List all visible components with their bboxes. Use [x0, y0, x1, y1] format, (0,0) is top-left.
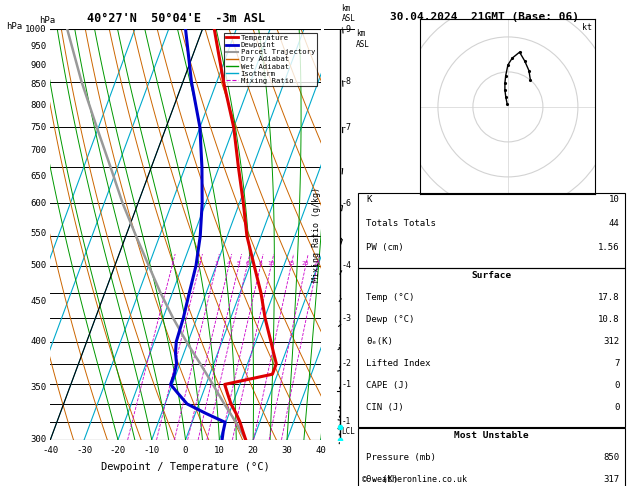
Text: Lifted Index: Lifted Index: [366, 359, 431, 368]
Text: Totals Totals: Totals Totals: [366, 219, 436, 228]
Text: hPa: hPa: [6, 22, 23, 31]
Text: 15: 15: [287, 260, 295, 265]
Text: 0: 0: [614, 381, 620, 390]
Text: km
ASL: km ASL: [342, 3, 355, 23]
Text: -1: -1: [342, 380, 352, 389]
Text: CAPE (J): CAPE (J): [366, 381, 409, 390]
Text: 650: 650: [30, 172, 47, 181]
Text: Surface: Surface: [472, 271, 511, 280]
Text: 40: 40: [315, 446, 326, 455]
Text: -9: -9: [342, 25, 352, 34]
Text: 10: 10: [267, 260, 275, 265]
Text: 900: 900: [30, 61, 47, 69]
Text: CIN (J): CIN (J): [366, 403, 404, 412]
Text: 1: 1: [170, 260, 174, 265]
Text: 10.8: 10.8: [598, 315, 620, 324]
Text: 1000: 1000: [25, 25, 47, 34]
Text: 0: 0: [614, 403, 620, 412]
Text: kt: kt: [582, 23, 592, 32]
Text: 5: 5: [237, 260, 241, 265]
Text: -4: -4: [342, 261, 352, 270]
Text: 317: 317: [603, 475, 620, 484]
Text: 2: 2: [198, 260, 201, 265]
Text: 6: 6: [245, 260, 249, 265]
Text: 30.04.2024  21GMT (Base: 06): 30.04.2024 21GMT (Base: 06): [390, 12, 579, 22]
Text: 25: 25: [313, 260, 321, 265]
Text: km
ASL: km ASL: [356, 29, 370, 49]
Text: PW (cm): PW (cm): [366, 243, 404, 252]
Text: 10: 10: [214, 446, 225, 455]
Text: 450: 450: [30, 297, 47, 306]
Text: -7: -7: [342, 123, 352, 132]
Text: 550: 550: [30, 228, 47, 238]
Text: θₑ (K): θₑ (K): [366, 475, 399, 484]
Text: 400: 400: [30, 337, 47, 346]
Text: -3: -3: [342, 313, 352, 323]
Text: 40°27'N  50°04'E  -3m ASL: 40°27'N 50°04'E -3m ASL: [87, 12, 265, 25]
Text: 850: 850: [603, 453, 620, 462]
Text: Pressure (mb): Pressure (mb): [366, 453, 436, 462]
Text: 850: 850: [30, 80, 47, 89]
Bar: [358, 428, 625, 486]
Text: θₑ(K): θₑ(K): [366, 337, 393, 346]
Text: -20: -20: [110, 446, 126, 455]
Legend: Temperature, Dewpoint, Parcel Trajectory, Dry Adiabat, Wet Adiabat, Isotherm, Mi: Temperature, Dewpoint, Parcel Trajectory…: [224, 33, 317, 86]
Text: 20: 20: [302, 260, 309, 265]
Text: 0: 0: [183, 446, 188, 455]
Text: -8: -8: [342, 77, 352, 86]
Text: 600: 600: [30, 199, 47, 208]
Text: 4: 4: [227, 260, 231, 265]
Text: -40: -40: [42, 446, 58, 455]
Text: K: K: [366, 195, 372, 204]
Text: 3: 3: [214, 260, 218, 265]
Text: 1.56: 1.56: [598, 243, 620, 252]
Text: 7: 7: [614, 359, 620, 368]
Text: 950: 950: [30, 42, 47, 51]
Text: 750: 750: [30, 123, 47, 132]
Text: 500: 500: [30, 261, 47, 270]
Text: 10: 10: [609, 195, 620, 204]
Text: 30: 30: [282, 446, 292, 455]
Text: 17.8: 17.8: [598, 293, 620, 302]
Text: -1
LCL: -1 LCL: [342, 417, 355, 436]
Text: Most Unstable: Most Unstable: [454, 431, 529, 440]
Text: 800: 800: [30, 101, 47, 110]
Text: Dewpoint / Temperature (°C): Dewpoint / Temperature (°C): [101, 462, 270, 472]
Text: Mixing Ratio (g/kg): Mixing Ratio (g/kg): [313, 187, 321, 282]
Text: 350: 350: [30, 383, 47, 392]
Text: Dewp (°C): Dewp (°C): [366, 315, 415, 324]
Text: 20: 20: [248, 446, 259, 455]
Text: -6: -6: [342, 199, 352, 208]
Text: 700: 700: [30, 146, 47, 156]
Text: Temp (°C): Temp (°C): [366, 293, 415, 302]
Text: 44: 44: [609, 219, 620, 228]
Text: -2: -2: [342, 359, 352, 368]
Bar: [358, 268, 625, 427]
Text: © weatheronline.co.uk: © weatheronline.co.uk: [362, 474, 467, 484]
Bar: [358, 193, 625, 268]
Text: 8: 8: [259, 260, 262, 265]
Text: -30: -30: [76, 446, 92, 455]
Text: 300: 300: [30, 435, 47, 444]
Text: hPa: hPa: [40, 16, 55, 25]
Text: 312: 312: [603, 337, 620, 346]
Text: -10: -10: [143, 446, 160, 455]
